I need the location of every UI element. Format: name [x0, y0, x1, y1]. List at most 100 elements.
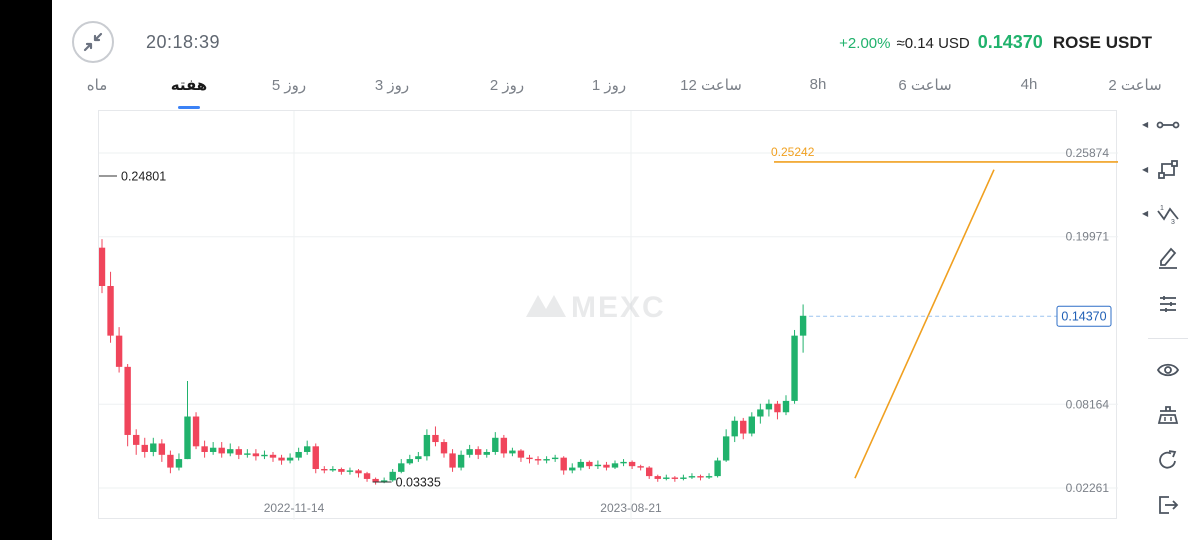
candle-down	[628, 461, 636, 467]
tab-3d[interactable]: 3 روز	[374, 77, 410, 94]
candle-down	[475, 449, 482, 455]
chart-grid	[99, 111, 1118, 520]
tab-month[interactable]: ماه	[86, 77, 108, 94]
trendline-drawing	[854, 169, 995, 479]
candle-up	[569, 467, 576, 471]
visibility-toggle-button[interactable]	[1142, 355, 1182, 385]
candle-up	[731, 420, 738, 437]
shape-tool-icon	[1158, 160, 1178, 179]
expand-caret-icon: ◀	[1142, 209, 1149, 218]
candle-up	[492, 437, 499, 452]
chart-app: 20:18:39 +2.00% ≈0.14 USD 0.14370 ROSE U…	[52, 0, 1200, 540]
toolbar-divider	[1148, 338, 1188, 339]
exit-icon	[1159, 496, 1179, 514]
price-change-percent: +2.00%	[839, 35, 891, 52]
tab-2d[interactable]: 2 روز	[489, 77, 525, 94]
candle-up	[184, 416, 191, 460]
candle-up	[415, 456, 422, 460]
high-price-label: 0.24801	[121, 170, 166, 184]
candle-up	[663, 477, 670, 479]
candle-up	[782, 400, 790, 413]
candle-down	[201, 446, 208, 452]
candle-down	[235, 449, 242, 455]
candle-down	[560, 457, 567, 471]
indicator-settings-button[interactable]	[1142, 289, 1182, 319]
tab-12h[interactable]: 12 ساعت	[680, 77, 742, 94]
candle-up	[406, 459, 413, 464]
line-tool-icon	[1156, 121, 1180, 129]
candle-down	[269, 454, 277, 458]
candle-down	[372, 478, 379, 482]
candle-up	[483, 451, 490, 455]
candlestick-chart[interactable]: MEXC 0.25242 0.14370 0.25874 0.19971 0.0816…	[99, 111, 1118, 520]
candle-down	[432, 434, 439, 443]
low-price-label: 0.03335	[396, 476, 441, 490]
candle-down	[654, 476, 661, 479]
svg-text:1: 1	[1160, 205, 1164, 212]
current-time: 20:18:39	[146, 32, 221, 52]
candle-up	[423, 434, 431, 457]
candle-up	[457, 454, 465, 468]
tab-4h[interactable]: 4h	[1020, 76, 1038, 93]
watermark: MEXC	[526, 291, 664, 324]
exit-button[interactable]	[1142, 490, 1182, 520]
candle-down	[740, 420, 747, 434]
candle-up	[346, 470, 354, 472]
line-tool-button[interactable]: ◀	[1142, 110, 1182, 140]
candle-down	[158, 443, 166, 455]
y-axis-tick-label: 0.08164	[1066, 397, 1110, 411]
candle-down	[278, 457, 285, 461]
redo-button[interactable]	[1142, 445, 1182, 475]
candle-up	[227, 449, 234, 454]
trading-pair[interactable]: ROSE USDT	[1052, 33, 1152, 52]
timeframe-tabs: 2 ساعت 4h 6 ساعت 8h 12 ساعت 1 روز 2 روز …	[52, 76, 1200, 106]
candle-down	[338, 469, 345, 472]
axis-labels: 0.25874 0.19971 0.08164 0.02261 2022-11-14 20…	[99, 146, 1109, 515]
usd-equivalent: ≈0.14 USD	[896, 35, 970, 52]
shape-tool-button[interactable]: ◀	[1142, 155, 1182, 185]
active-tab-indicator	[178, 106, 200, 109]
candle-down	[99, 247, 106, 286]
tab-2h[interactable]: 2 ساعت	[1108, 77, 1162, 94]
svg-text:3: 3	[1171, 219, 1175, 226]
candle-up	[594, 464, 602, 467]
candle-down	[534, 459, 542, 461]
indicator-settings-icon	[1160, 296, 1176, 312]
candle-down	[321, 469, 328, 471]
candle-up	[757, 409, 764, 417]
candle-down	[167, 454, 174, 468]
candle-up	[286, 457, 294, 461]
chart-area[interactable]: MEXC 0.25242 0.14370 0.25874 0.19971 0.0816…	[98, 110, 1118, 520]
mexc-logo-icon	[526, 295, 566, 317]
current-price-label: 0.14370	[1061, 310, 1106, 324]
delete-drawings-icon	[1157, 406, 1179, 424]
candle-down	[363, 473, 371, 479]
tab-1d[interactable]: 1 روز	[591, 77, 627, 94]
candle-up	[509, 450, 516, 454]
brush-tool-button[interactable]	[1142, 244, 1182, 274]
candle-up	[389, 471, 396, 481]
tab-5d[interactable]: 5 روز	[271, 77, 307, 94]
candle-up	[577, 461, 584, 468]
drawing-toolbar: ◀ ◀ ◀ 1 3	[1134, 110, 1200, 530]
collapse-fullscreen-button[interactable]	[72, 21, 114, 63]
candle-down	[671, 477, 679, 479]
tab-6h[interactable]: 6 ساعت	[898, 77, 952, 94]
delete-drawings-button[interactable]	[1142, 400, 1182, 430]
candle-down	[603, 464, 610, 468]
tab-8h[interactable]: 8h	[809, 76, 827, 93]
y-axis-tick-label: 0.19971	[1066, 230, 1110, 244]
candle-down	[526, 457, 533, 460]
candle-up	[748, 416, 755, 434]
candle-up	[799, 315, 807, 336]
y-axis-tick-label: 0.02261	[1066, 481, 1110, 495]
candle-up	[714, 460, 721, 477]
candle-down	[774, 403, 781, 413]
tab-week[interactable]: هفته	[170, 77, 208, 94]
pattern-tool-button[interactable]: ◀ 1 3	[1142, 199, 1182, 229]
candle-up	[680, 477, 687, 479]
candle-up	[175, 459, 183, 468]
x-axis-tick-label: 2023-08-21	[600, 501, 662, 515]
expand-caret-icon: ◀	[1142, 165, 1149, 174]
redo-icon	[1159, 450, 1177, 469]
